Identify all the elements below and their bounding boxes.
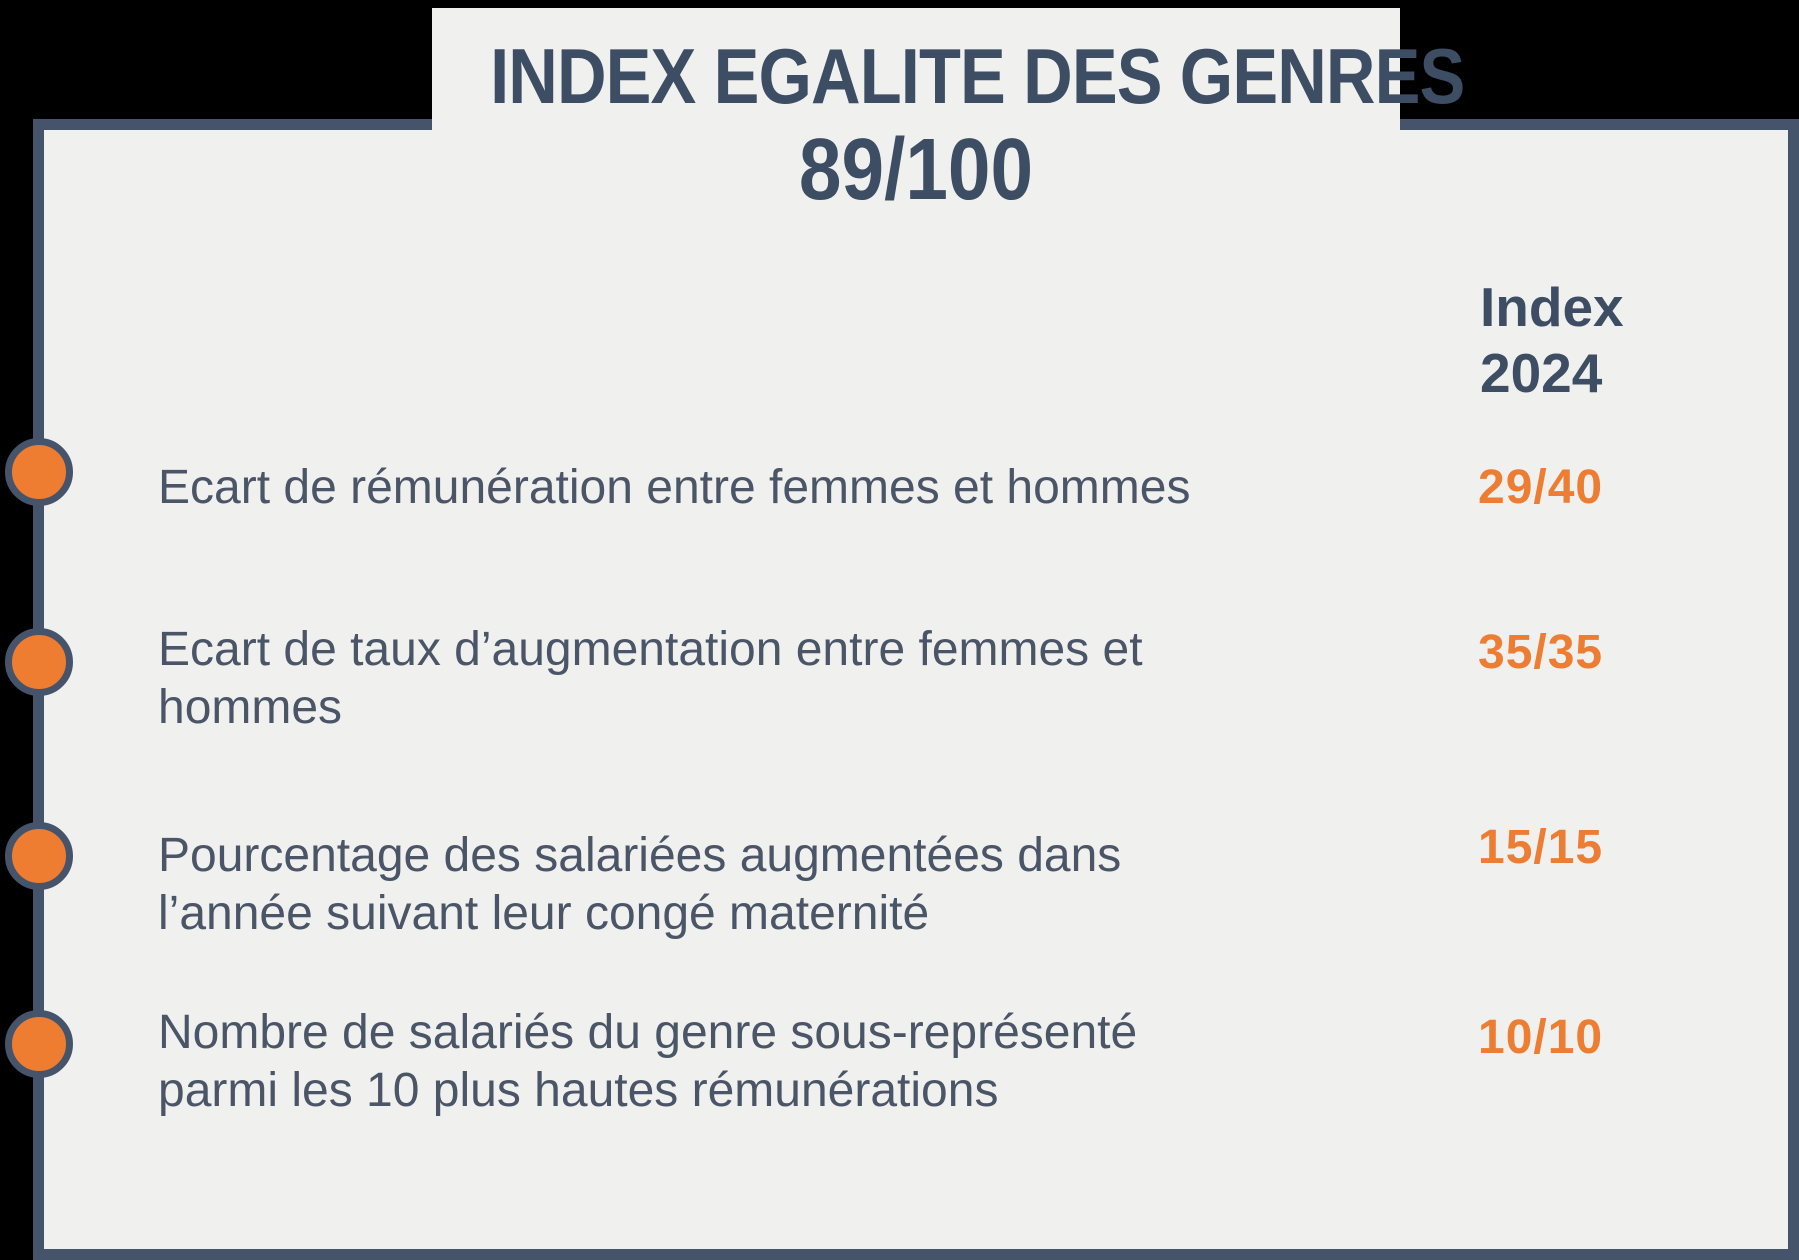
page-title: INDEX EGALITE DES GENRES — [490, 32, 1465, 120]
row-value-raise-rate-gap: 35/35 — [1478, 626, 1604, 679]
timeline-dot — [5, 1010, 73, 1078]
row-value-remuneration-gap: 29/40 — [1478, 461, 1604, 514]
overall-score: 89/100 — [798, 121, 1034, 218]
column-header-index-2024: Index 2024 — [1480, 276, 1624, 404]
row-value-maternity-raise: 15/15 — [1478, 821, 1604, 874]
row-label-maternity-raise: Pourcentage des salariées augmentées dan… — [158, 829, 1122, 940]
title-banner: INDEX EGALITE DES GENRES 89/100 — [432, 8, 1465, 218]
timeline-dot — [5, 628, 73, 696]
index-card — [33, 119, 1799, 1260]
row-label-top-earners: Nombre de salariés du genre sous-représe… — [158, 1006, 1138, 1117]
row-label-remuneration-gap: Ecart de rémunération entre femmes et ho… — [158, 461, 1191, 514]
row-label-raise-rate-gap: Ecart de taux d’augmentation entre femme… — [158, 623, 1143, 734]
timeline-dot — [5, 438, 73, 506]
row-value-top-earners: 10/10 — [1478, 1011, 1604, 1064]
timeline-dot — [5, 822, 73, 890]
